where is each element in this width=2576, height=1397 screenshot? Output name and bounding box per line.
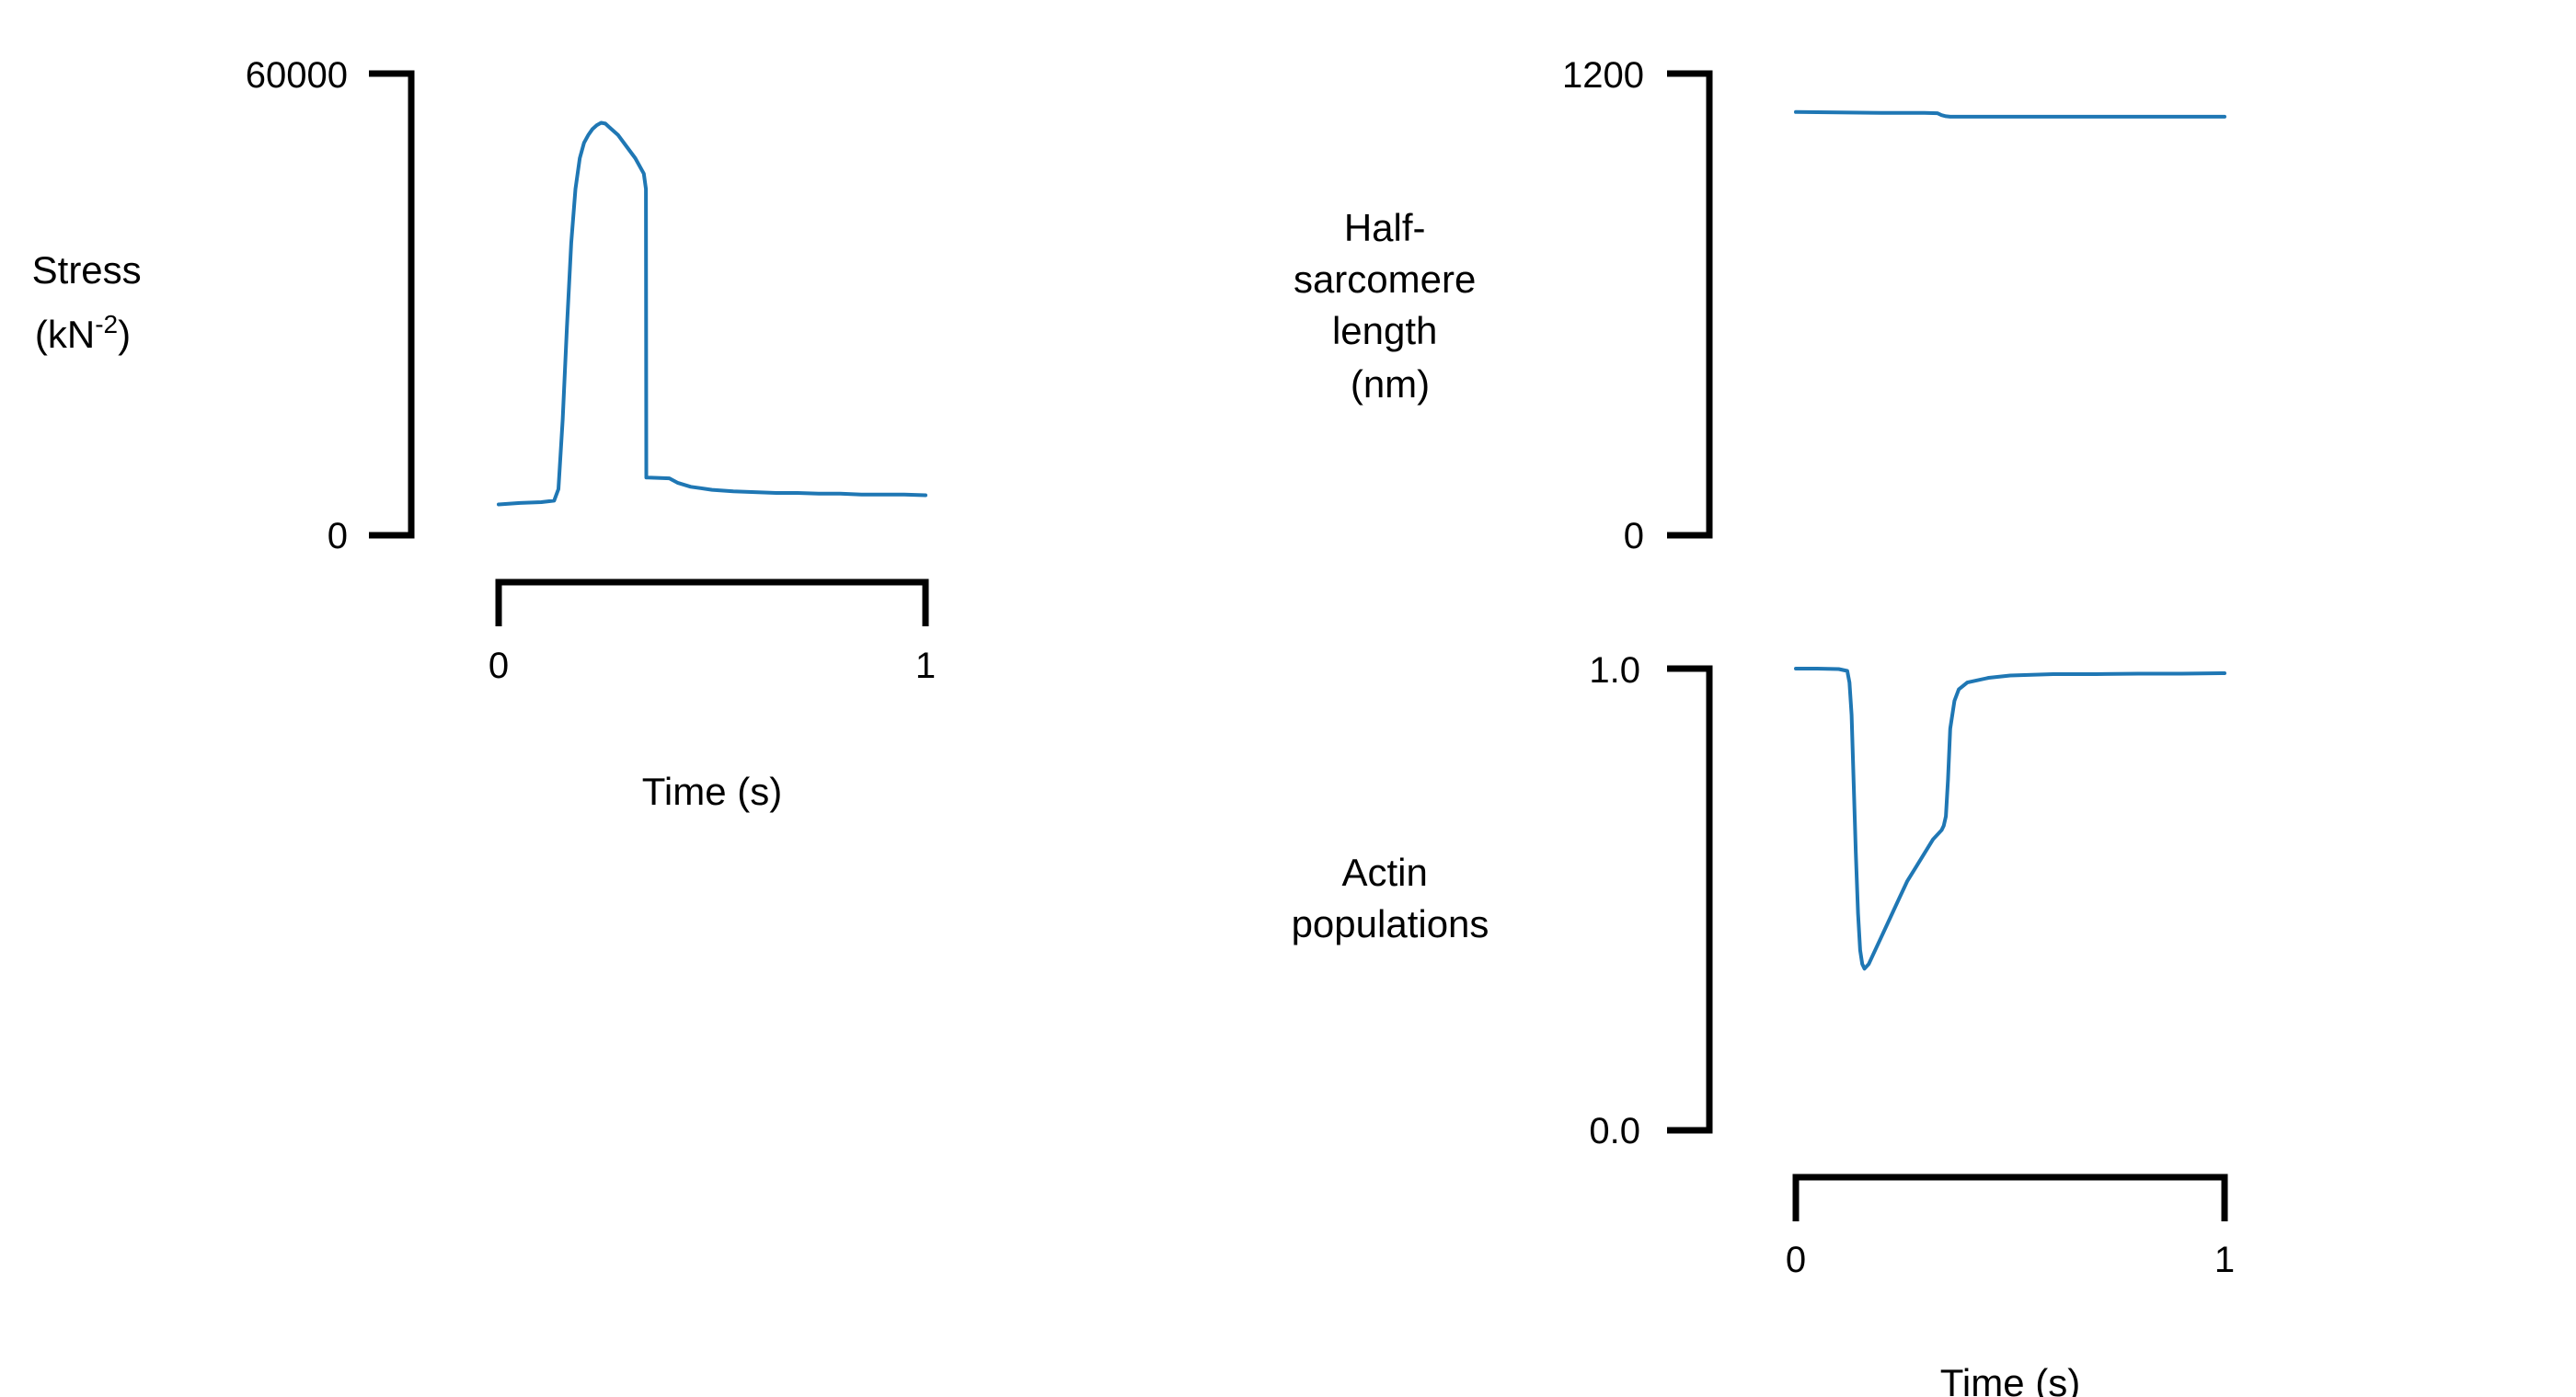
actin-y-label: Actin populations [1292,851,1489,945]
hsl-y-tick-top: 1200 [1562,55,1644,96]
actin-y-label-line-1: Actin [1341,851,1427,894]
actin-x-label: Time (s) [1940,1361,2080,1397]
actin-y-label-line-2: populations [1292,902,1489,945]
stress-panel: 60000 0 Stress (kN-2) 0 1 Time (s) [32,55,936,813]
stress-series-line [497,120,927,507]
stress-x-tick-0: 0 [489,646,509,686]
hsl-y-label-line-1: Half- [1344,206,1426,249]
stress-y-label-line-2: (kN [35,313,95,356]
hsl-y-axis [1667,70,1713,539]
stress-x-label: Time (s) [642,770,782,813]
stress-y-tick-top: 60000 [246,55,348,96]
stress-y-label-suffix: ) [118,313,131,356]
hsl-y-label: Half- sarcomere length (nm) [1294,206,1487,406]
stress-y-tick-bottom: 0 [328,516,348,556]
stress-y-label: Stress (kN-2) [32,248,153,356]
stress-x-tick-1: 1 [915,646,936,686]
hsl-series-line [1794,109,2226,119]
hsl-y-label-line-4: (nm) [1351,362,1430,406]
stress-x-axis [495,578,929,626]
hsl-y-tick-bottom: 0 [1624,516,1644,556]
actin-x-tick-0: 0 [1786,1240,1806,1280]
actin-x-tick-1: 1 [2214,1240,2235,1280]
hsl-y-label-line-3: length [1332,309,1437,352]
actin-populations-panel: 1.0 0.0 Actin populations 0 1 Time (s) [1292,650,2236,1397]
stress-y-axis [369,70,415,539]
actin-y-tick-top: 1.0 [1589,650,1640,691]
stress-y-label-superscript: -2 [95,310,118,338]
actin-x-axis [1792,1174,2228,1221]
half-sarcomere-length-panel: 1200 0 Half- sarcomere length (nm) [1294,55,2226,556]
actin-series-line [1794,667,2226,971]
actin-y-tick-bottom: 0.0 [1589,1111,1640,1151]
stress-y-label-line-1: Stress [32,248,142,292]
actin-y-axis [1667,665,1713,1134]
hsl-y-label-line-2: sarcomere [1294,258,1476,301]
